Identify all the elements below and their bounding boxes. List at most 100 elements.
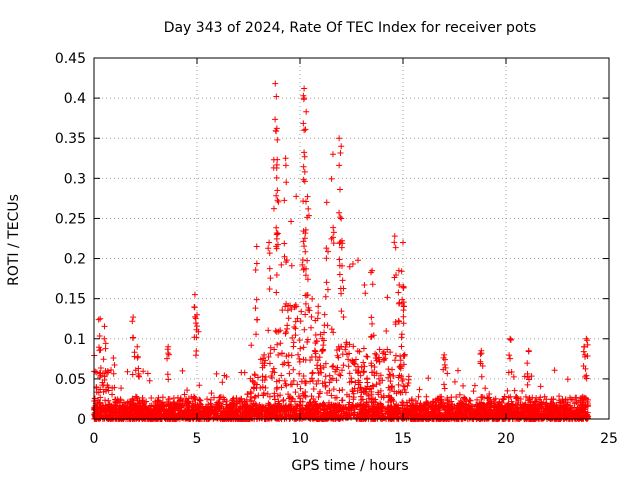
data-point [416, 409, 423, 416]
data-point [328, 392, 335, 399]
data-point [357, 372, 364, 379]
data-point [297, 407, 304, 414]
data-point [309, 378, 316, 385]
data-point [269, 368, 276, 375]
data-point [309, 369, 316, 376]
data-point [244, 391, 251, 398]
data-point [316, 403, 323, 410]
data-point [273, 174, 280, 181]
data-point [274, 392, 281, 399]
data-point [233, 412, 240, 419]
data-point [283, 258, 290, 265]
data-point [100, 356, 107, 363]
data-point [112, 398, 119, 405]
data-point [415, 393, 422, 400]
data-point [313, 381, 320, 388]
data-point [346, 370, 353, 377]
data-point [296, 337, 303, 344]
data-point [351, 361, 358, 368]
data-point [441, 385, 448, 392]
data-point [301, 265, 308, 272]
data-point [286, 402, 293, 409]
data-point [136, 412, 143, 419]
data-point [165, 376, 172, 383]
data-point [304, 291, 311, 298]
data-point [346, 410, 353, 417]
data-point [102, 397, 109, 404]
data-point [402, 389, 409, 396]
data-point [109, 391, 116, 398]
data-point [433, 402, 440, 409]
data-point [102, 412, 109, 419]
data-point [497, 411, 504, 418]
data-point [266, 265, 273, 272]
data-point [283, 179, 290, 186]
data-point [442, 364, 449, 371]
data-point [285, 359, 292, 366]
data-point [282, 155, 289, 162]
data-point [165, 351, 172, 358]
y-tick-label: 0.1 [64, 332, 86, 348]
data-point [444, 404, 451, 411]
data-point [339, 351, 346, 358]
data-point [575, 399, 582, 406]
data-point [267, 350, 274, 357]
data-point [360, 369, 367, 376]
data-point [302, 248, 309, 255]
data-point [152, 398, 159, 405]
data-point [440, 381, 447, 388]
data-point [529, 402, 536, 409]
data-point [119, 403, 126, 410]
data-point [395, 381, 402, 388]
data-point [312, 332, 319, 339]
data-point [338, 290, 345, 297]
data-point [184, 411, 191, 418]
data-point [324, 414, 331, 421]
data-point [134, 406, 141, 413]
data-point [444, 395, 451, 402]
data-point [462, 395, 469, 402]
data-point [337, 372, 344, 379]
data-point [358, 396, 365, 403]
data-point [474, 402, 481, 409]
data-point [243, 396, 250, 403]
data-point [486, 394, 493, 401]
data-point [305, 401, 312, 408]
data-point [97, 386, 104, 393]
data-point [404, 408, 411, 415]
data-point [251, 371, 258, 378]
data-point [339, 397, 346, 404]
data-point [102, 340, 109, 347]
y-tick-label: 0.15 [55, 292, 86, 308]
data-point [349, 261, 356, 268]
data-point [165, 350, 172, 357]
data-point [564, 376, 571, 383]
data-point [294, 315, 301, 322]
data-point [336, 256, 343, 263]
data-point [316, 390, 323, 397]
data-point [329, 151, 336, 158]
data-point [297, 345, 304, 352]
data-point [292, 325, 299, 332]
data-point [387, 378, 394, 385]
data-point [400, 303, 407, 310]
data-point [375, 406, 382, 413]
y-tick-label: 0.05 [55, 372, 86, 388]
data-point [375, 356, 382, 363]
data-point [275, 198, 282, 205]
data-point [304, 336, 311, 343]
data-point [376, 413, 383, 420]
data-point [461, 402, 468, 409]
data-point [232, 406, 239, 413]
x-tick-labels: 0 5 10 15 20 25 [90, 431, 618, 447]
data-point [352, 356, 359, 363]
data-point [273, 328, 280, 335]
data-point [417, 404, 424, 411]
data-point [395, 300, 402, 307]
data-point [273, 192, 280, 199]
data-point [400, 320, 407, 327]
data-point [369, 382, 376, 389]
data-point [533, 410, 540, 417]
data-point [569, 396, 576, 403]
data-point [252, 393, 259, 400]
